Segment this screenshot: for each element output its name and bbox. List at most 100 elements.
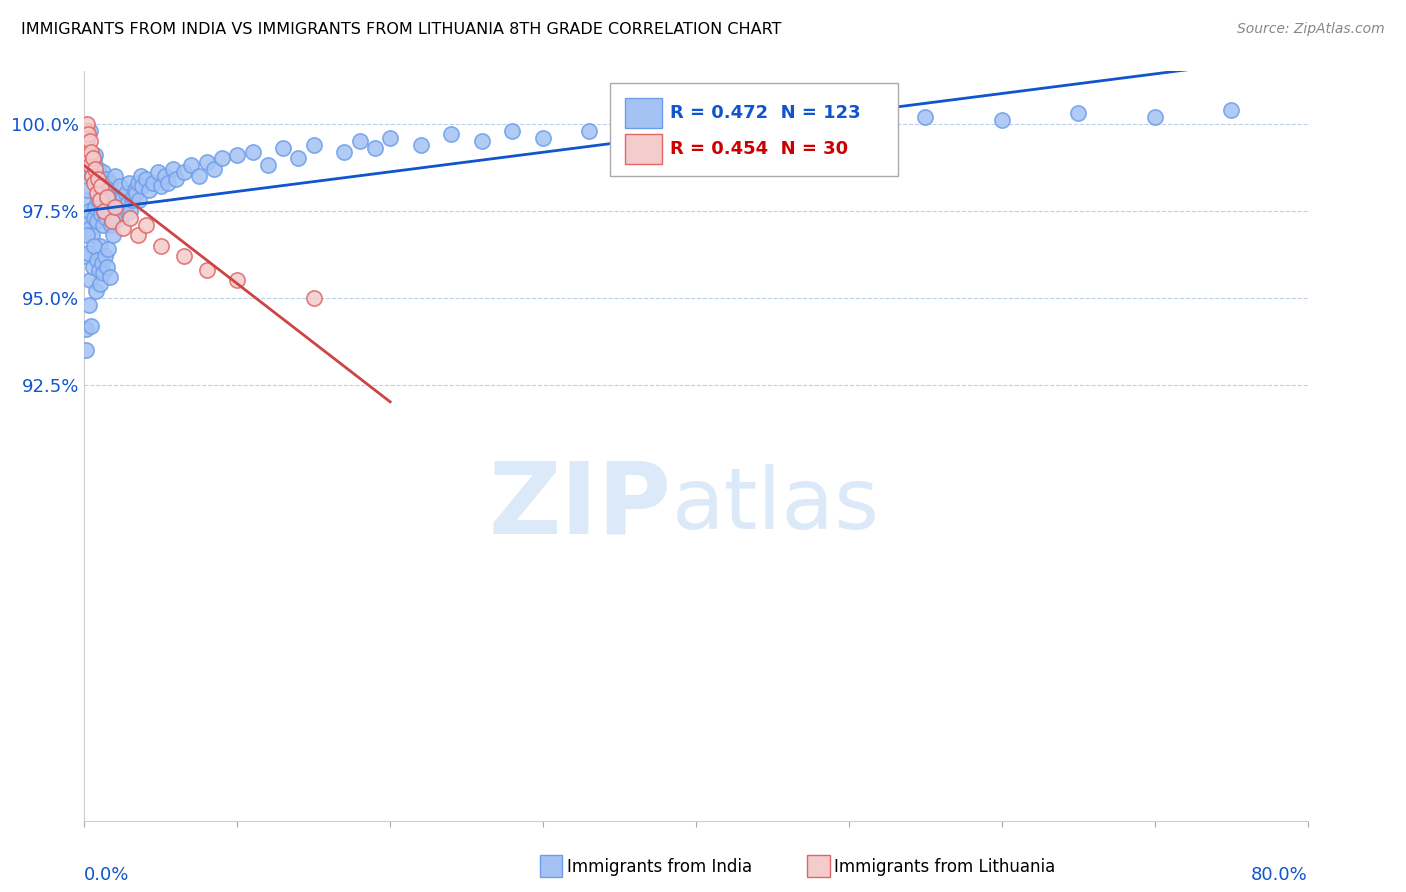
FancyBboxPatch shape: [610, 83, 898, 177]
Text: Source: ZipAtlas.com: Source: ZipAtlas.com: [1237, 22, 1385, 37]
Text: R = 0.454  N = 30: R = 0.454 N = 30: [671, 140, 848, 158]
Point: [98, 270, 121, 285]
Point: [105, 194, 128, 208]
Point: [96, 200, 118, 214]
Point: [77, 148, 100, 162]
Point: [86, 252, 108, 267]
Point: [127, 228, 149, 243]
Point: [94, 190, 117, 204]
Point: [89, 277, 111, 291]
Point: [79, 221, 101, 235]
Point: [89, 176, 111, 190]
Point: [257, 158, 280, 172]
Point: [654, 120, 676, 135]
Point: [118, 176, 141, 190]
Point: [93, 203, 115, 218]
Point: [202, 161, 225, 176]
Point: [991, 113, 1014, 128]
Point: [79, 134, 101, 148]
Point: [89, 238, 111, 252]
Point: [114, 186, 136, 201]
Point: [77, 127, 100, 141]
Point: [127, 176, 149, 190]
Point: [75, 343, 97, 358]
Point: [75, 249, 97, 263]
Point: [146, 165, 169, 179]
Point: [82, 152, 104, 166]
Point: [914, 110, 936, 124]
Point: [76, 117, 98, 131]
Point: [90, 207, 112, 221]
Text: ZIP: ZIP: [489, 458, 672, 555]
Point: [142, 176, 165, 190]
Point: [129, 169, 152, 183]
Point: [149, 179, 172, 194]
Point: [380, 130, 402, 145]
Point: [226, 148, 249, 162]
Point: [333, 145, 356, 159]
Point: [96, 172, 118, 186]
Point: [349, 134, 371, 148]
Point: [287, 152, 309, 166]
Point: [1220, 103, 1243, 117]
Point: [1067, 106, 1090, 120]
Point: [84, 200, 107, 214]
Point: [471, 134, 494, 148]
Point: [89, 190, 111, 204]
Point: [211, 152, 233, 166]
Point: [101, 214, 124, 228]
Point: [149, 238, 172, 252]
Point: [83, 176, 105, 190]
Point: [103, 211, 125, 225]
Point: [79, 123, 101, 137]
Point: [195, 155, 218, 169]
Text: IMMIGRANTS FROM INDIA VS IMMIGRANTS FROM LITHUANIA 8TH GRADE CORRELATION CHART: IMMIGRANTS FROM INDIA VS IMMIGRANTS FROM…: [21, 22, 782, 37]
Point: [685, 123, 707, 137]
Point: [502, 123, 524, 137]
Point: [173, 249, 195, 263]
Point: [107, 203, 129, 218]
Point: [121, 194, 143, 208]
Text: 0.0%: 0.0%: [84, 865, 129, 884]
Point: [157, 176, 180, 190]
Point: [302, 137, 325, 152]
Point: [87, 161, 110, 176]
Point: [75, 130, 97, 145]
Point: [79, 273, 101, 287]
Point: [242, 145, 264, 159]
Point: [75, 322, 97, 336]
Point: [173, 165, 195, 179]
Text: Immigrants from India: Immigrants from India: [567, 858, 752, 876]
Text: 80.0%: 80.0%: [1251, 865, 1308, 884]
Point: [93, 267, 115, 281]
Point: [80, 169, 103, 183]
Point: [80, 228, 103, 243]
Point: [125, 186, 148, 201]
Point: [90, 186, 112, 201]
Point: [83, 211, 105, 225]
Point: [76, 134, 98, 148]
Point: [97, 194, 120, 208]
Point: [226, 273, 249, 287]
Point: [838, 117, 860, 131]
Point: [101, 228, 124, 243]
Point: [135, 218, 157, 232]
Point: [104, 200, 127, 214]
Point: [80, 145, 103, 159]
Point: [108, 179, 131, 194]
Point: [162, 161, 184, 176]
Point: [93, 203, 115, 218]
Point: [128, 194, 150, 208]
Point: [75, 123, 97, 137]
FancyBboxPatch shape: [626, 98, 662, 128]
Point: [87, 263, 110, 277]
Point: [96, 260, 118, 274]
Point: [94, 249, 117, 263]
Point: [409, 137, 432, 152]
Point: [83, 155, 105, 169]
Point: [364, 141, 387, 155]
Point: [97, 242, 120, 256]
Point: [76, 228, 98, 243]
Point: [83, 238, 105, 252]
Point: [100, 218, 122, 232]
